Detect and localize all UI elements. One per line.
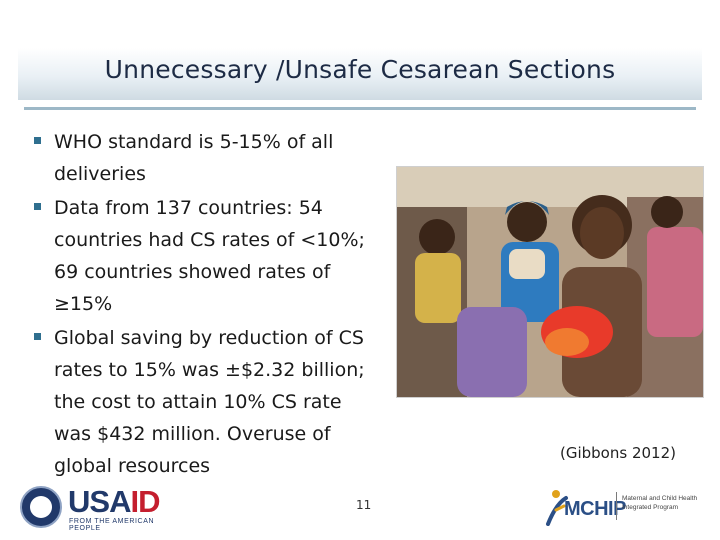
square-bullet-icon: [34, 333, 41, 340]
slide-title: Unnecessary /Unsafe Cesarean Sections: [104, 55, 616, 84]
usaid-seal-icon: [20, 486, 62, 528]
bullet-text: Global saving by reduction of CS rates t…: [54, 327, 365, 477]
square-bullet-icon: [34, 137, 41, 144]
mchip-divider: [616, 492, 617, 520]
mchip-description: Maternal and Child Health Integrated Pro…: [622, 495, 698, 511]
usaid-wordmark-id: ID: [130, 484, 160, 519]
mothers-with-babies-photo: [396, 166, 704, 398]
usaid-wordmark-usa: USA: [68, 484, 131, 519]
mchip-figure-icon: [546, 490, 568, 526]
photo-illustration: [397, 167, 703, 397]
square-bullet-icon: [34, 203, 41, 210]
usaid-tagline: FROM THE AMERICAN PEOPLE: [69, 518, 155, 532]
photo-caption: (Gibbons 2012): [560, 444, 676, 462]
bullet-list: WHO standard is 5-15% of all deliveries …: [34, 126, 379, 484]
bullet-text: Data from 137 countries: 54 countries ha…: [54, 197, 365, 315]
page-number: 11: [356, 498, 372, 512]
mchip-wordmark: MCHIP: [564, 498, 626, 520]
bullet-item: Data from 137 countries: 54 countries ha…: [34, 192, 379, 320]
mchip-logo: MCHIP Maternal and Child Health Integrat…: [542, 486, 702, 528]
usaid-wordmark: USAID: [68, 484, 160, 520]
title-underline: [24, 107, 696, 110]
bullet-text: WHO standard is 5-15% of all deliveries: [54, 131, 334, 185]
title-banner: [18, 48, 702, 100]
bullet-item: WHO standard is 5-15% of all deliveries: [34, 126, 379, 190]
bullet-item: Global saving by reduction of CS rates t…: [34, 322, 379, 482]
usaid-logo: USAID FROM THE AMERICAN PEOPLE: [20, 484, 180, 532]
